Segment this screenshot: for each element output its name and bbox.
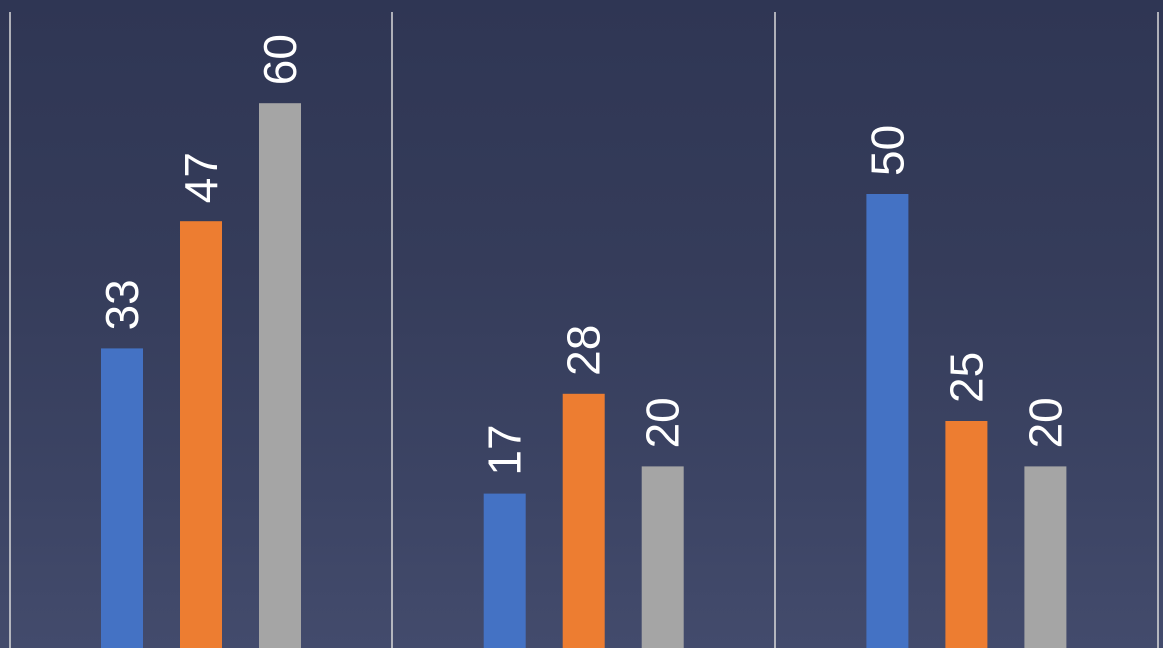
data-label-g1-s3: 60 (254, 34, 306, 85)
bar-g2-s3 (641, 466, 684, 648)
bar-g3-s3 (1024, 466, 1067, 648)
data-label-g2-s3: 20 (637, 397, 689, 448)
data-label-g3-s2: 25 (940, 352, 992, 403)
bar-g2-s1 (483, 493, 526, 648)
data-label-g1-s1: 33 (96, 279, 148, 330)
bar-g3-s2 (945, 421, 988, 648)
data-label-g2-s1: 17 (479, 424, 531, 475)
data-label-g1-s2: 47 (175, 152, 227, 203)
bar-g1-s1 (101, 348, 143, 648)
bar-g1-s3 (259, 103, 301, 648)
data-label-g2-s2: 28 (558, 325, 610, 376)
bar-g1-s2 (180, 221, 222, 648)
data-label-g3-s1: 50 (861, 125, 913, 176)
bar-g3-s1 (866, 194, 909, 648)
bar-g2-s2 (562, 393, 605, 648)
data-label-g3-s3: 20 (1019, 397, 1071, 448)
